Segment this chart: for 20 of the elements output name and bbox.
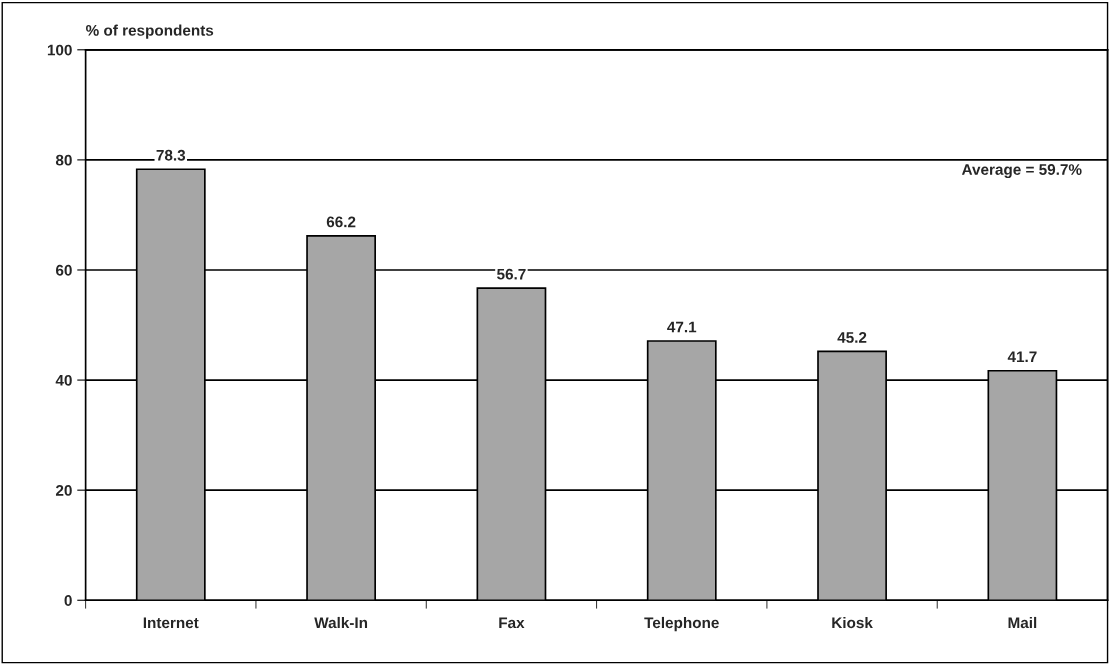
y-tick-label: 40 <box>55 374 72 386</box>
x-tick-label: Telephone <box>644 616 719 632</box>
data-label: 41.7 <box>1007 351 1037 362</box>
data-label: 56.7 <box>497 268 526 280</box>
y-tick-label: 20 <box>55 485 72 496</box>
x-tick-label: Mail <box>1008 616 1037 629</box>
x-tick-label: Kiosk <box>832 616 873 629</box>
x-tick-label: Walk-In <box>314 616 368 629</box>
data-label: 78.3 <box>156 149 186 161</box>
x-tick-label: Fax <box>499 617 525 629</box>
y-tick-label: 60 <box>56 264 72 276</box>
data-label: 47.1 <box>667 321 697 333</box>
y-tick-label: 100 <box>47 44 72 56</box>
x-tick-label: Internet <box>143 617 199 629</box>
annotation: Average = 59.7% <box>961 164 1082 179</box>
y-tick-label: 0 <box>64 595 72 606</box>
y-tick-label: 80 <box>55 154 72 166</box>
data-label: 45.2 <box>837 332 867 343</box>
y-axis-title: % of respondents <box>86 24 214 39</box>
data-label: 66.2 <box>326 216 356 228</box>
